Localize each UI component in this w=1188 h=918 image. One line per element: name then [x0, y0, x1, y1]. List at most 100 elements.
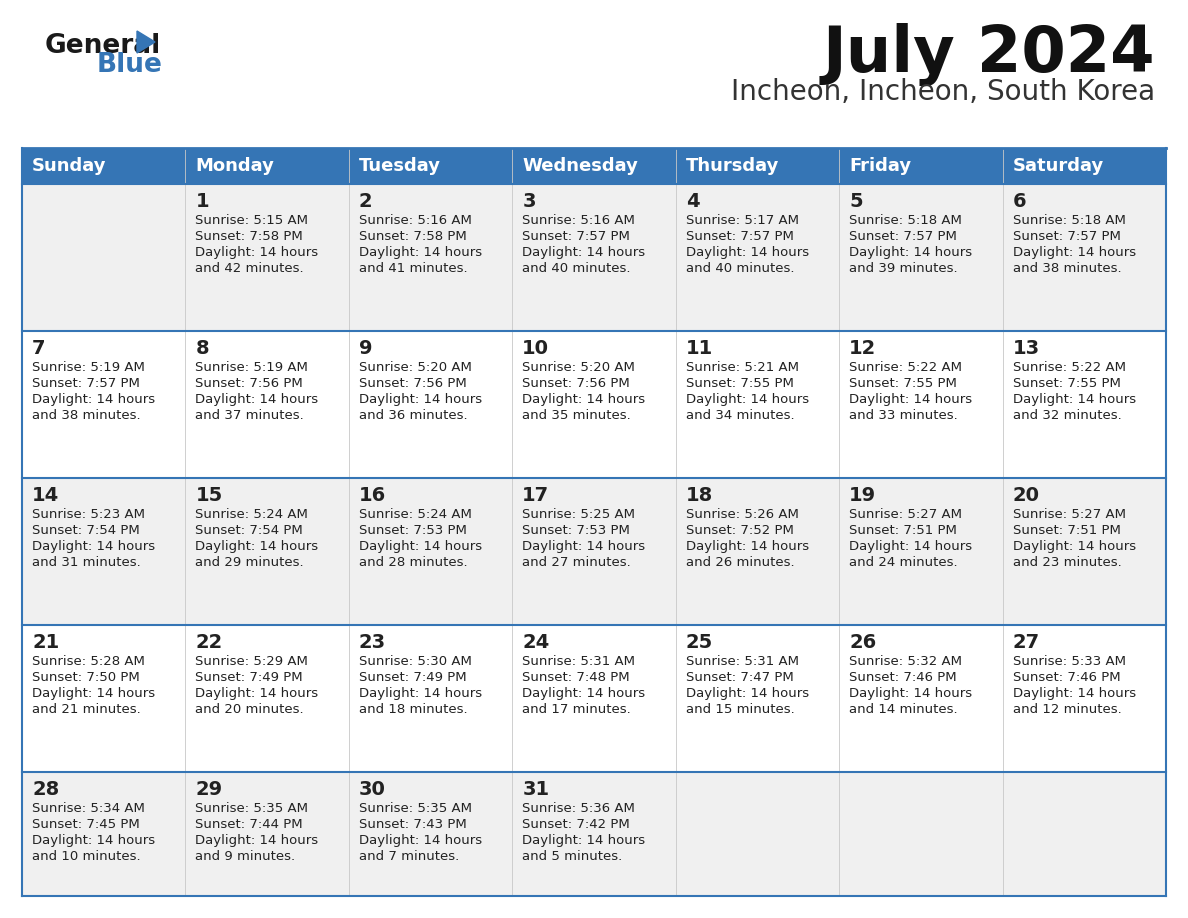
Text: Daylight: 14 hours: Daylight: 14 hours — [359, 246, 482, 259]
Text: and 35 minutes.: and 35 minutes. — [523, 409, 631, 422]
Text: Sunset: 7:52 PM: Sunset: 7:52 PM — [685, 524, 794, 537]
Text: Sunset: 7:47 PM: Sunset: 7:47 PM — [685, 671, 794, 684]
Text: 16: 16 — [359, 486, 386, 505]
Text: Sunset: 7:56 PM: Sunset: 7:56 PM — [196, 377, 303, 390]
Text: Sunrise: 5:32 AM: Sunrise: 5:32 AM — [849, 655, 962, 668]
Text: 6: 6 — [1012, 192, 1026, 211]
Text: Sunset: 7:54 PM: Sunset: 7:54 PM — [196, 524, 303, 537]
Text: Sunset: 7:46 PM: Sunset: 7:46 PM — [1012, 671, 1120, 684]
Text: Sunrise: 5:30 AM: Sunrise: 5:30 AM — [359, 655, 472, 668]
Text: General: General — [45, 33, 162, 59]
Bar — [23, 478, 1165, 625]
Text: Sunrise: 5:18 AM: Sunrise: 5:18 AM — [1012, 214, 1125, 227]
Polygon shape — [137, 31, 154, 53]
Text: and 29 minutes.: and 29 minutes. — [196, 556, 304, 569]
Text: Sunrise: 5:34 AM: Sunrise: 5:34 AM — [32, 802, 145, 815]
Text: Blue: Blue — [97, 52, 163, 78]
Text: Daylight: 14 hours: Daylight: 14 hours — [685, 540, 809, 553]
Text: Daylight: 14 hours: Daylight: 14 hours — [359, 834, 482, 847]
Text: Sunrise: 5:28 AM: Sunrise: 5:28 AM — [32, 655, 145, 668]
Text: Daylight: 14 hours: Daylight: 14 hours — [32, 540, 156, 553]
Text: Sunset: 7:48 PM: Sunset: 7:48 PM — [523, 671, 630, 684]
Text: and 31 minutes.: and 31 minutes. — [32, 556, 140, 569]
Text: Friday: Friday — [849, 157, 911, 175]
Text: 9: 9 — [359, 339, 372, 358]
Text: 13: 13 — [1012, 339, 1040, 358]
Text: Saturday: Saturday — [1012, 157, 1104, 175]
Text: Sunset: 7:50 PM: Sunset: 7:50 PM — [32, 671, 140, 684]
Text: 8: 8 — [196, 339, 209, 358]
Text: Daylight: 14 hours: Daylight: 14 hours — [685, 393, 809, 406]
Text: Daylight: 14 hours: Daylight: 14 hours — [196, 246, 318, 259]
Text: and 15 minutes.: and 15 minutes. — [685, 703, 795, 716]
Text: 2: 2 — [359, 192, 373, 211]
Text: 24: 24 — [523, 633, 550, 652]
Text: Sunrise: 5:18 AM: Sunrise: 5:18 AM — [849, 214, 962, 227]
Text: Sunrise: 5:19 AM: Sunrise: 5:19 AM — [32, 361, 145, 374]
Text: Sunset: 7:55 PM: Sunset: 7:55 PM — [849, 377, 958, 390]
Text: Daylight: 14 hours: Daylight: 14 hours — [523, 540, 645, 553]
Text: July 2024: July 2024 — [822, 23, 1155, 86]
Text: Daylight: 14 hours: Daylight: 14 hours — [685, 246, 809, 259]
Text: Daylight: 14 hours: Daylight: 14 hours — [1012, 246, 1136, 259]
Text: and 17 minutes.: and 17 minutes. — [523, 703, 631, 716]
Text: Sunrise: 5:31 AM: Sunrise: 5:31 AM — [523, 655, 636, 668]
Text: Sunset: 7:55 PM: Sunset: 7:55 PM — [1012, 377, 1120, 390]
Text: 21: 21 — [32, 633, 59, 652]
Text: Daylight: 14 hours: Daylight: 14 hours — [849, 246, 972, 259]
Text: Sunset: 7:53 PM: Sunset: 7:53 PM — [523, 524, 630, 537]
Text: 15: 15 — [196, 486, 222, 505]
Text: Sunset: 7:57 PM: Sunset: 7:57 PM — [32, 377, 140, 390]
Text: Thursday: Thursday — [685, 157, 779, 175]
Text: and 38 minutes.: and 38 minutes. — [32, 409, 140, 422]
Text: Sunrise: 5:15 AM: Sunrise: 5:15 AM — [196, 214, 309, 227]
Text: Sunset: 7:58 PM: Sunset: 7:58 PM — [196, 230, 303, 243]
Text: and 18 minutes.: and 18 minutes. — [359, 703, 468, 716]
Text: and 20 minutes.: and 20 minutes. — [196, 703, 304, 716]
Text: 10: 10 — [523, 339, 549, 358]
Text: Sunset: 7:51 PM: Sunset: 7:51 PM — [849, 524, 958, 537]
Text: Daylight: 14 hours: Daylight: 14 hours — [1012, 540, 1136, 553]
Text: 17: 17 — [523, 486, 549, 505]
Text: 18: 18 — [685, 486, 713, 505]
Text: and 33 minutes.: and 33 minutes. — [849, 409, 958, 422]
Text: 5: 5 — [849, 192, 862, 211]
Text: 28: 28 — [32, 780, 59, 799]
Text: and 28 minutes.: and 28 minutes. — [359, 556, 468, 569]
Text: Sunrise: 5:36 AM: Sunrise: 5:36 AM — [523, 802, 636, 815]
Text: Sunset: 7:46 PM: Sunset: 7:46 PM — [849, 671, 956, 684]
Text: Sunset: 7:45 PM: Sunset: 7:45 PM — [32, 818, 140, 831]
Text: 14: 14 — [32, 486, 59, 505]
Text: Sunrise: 5:23 AM: Sunrise: 5:23 AM — [32, 508, 145, 521]
Text: Sunset: 7:56 PM: Sunset: 7:56 PM — [523, 377, 630, 390]
Text: Daylight: 14 hours: Daylight: 14 hours — [523, 834, 645, 847]
Text: Sunset: 7:54 PM: Sunset: 7:54 PM — [32, 524, 140, 537]
Bar — [23, 184, 1165, 331]
Text: and 39 minutes.: and 39 minutes. — [849, 262, 958, 275]
Text: Daylight: 14 hours: Daylight: 14 hours — [523, 393, 645, 406]
Text: Daylight: 14 hours: Daylight: 14 hours — [32, 393, 156, 406]
Text: and 14 minutes.: and 14 minutes. — [849, 703, 958, 716]
Text: Sunrise: 5:35 AM: Sunrise: 5:35 AM — [359, 802, 472, 815]
Text: Sunset: 7:44 PM: Sunset: 7:44 PM — [196, 818, 303, 831]
Text: and 24 minutes.: and 24 minutes. — [849, 556, 958, 569]
Text: Daylight: 14 hours: Daylight: 14 hours — [32, 687, 156, 700]
Text: and 42 minutes.: and 42 minutes. — [196, 262, 304, 275]
Text: and 40 minutes.: and 40 minutes. — [685, 262, 795, 275]
Text: and 27 minutes.: and 27 minutes. — [523, 556, 631, 569]
Text: Sunset: 7:51 PM: Sunset: 7:51 PM — [1012, 524, 1120, 537]
Text: 12: 12 — [849, 339, 877, 358]
Text: Sunset: 7:56 PM: Sunset: 7:56 PM — [359, 377, 467, 390]
Text: 3: 3 — [523, 192, 536, 211]
Text: Monday: Monday — [196, 157, 274, 175]
Text: 1: 1 — [196, 192, 209, 211]
Text: and 7 minutes.: and 7 minutes. — [359, 850, 459, 863]
Text: 27: 27 — [1012, 633, 1040, 652]
Text: Sunset: 7:58 PM: Sunset: 7:58 PM — [359, 230, 467, 243]
Text: and 12 minutes.: and 12 minutes. — [1012, 703, 1121, 716]
Text: Daylight: 14 hours: Daylight: 14 hours — [849, 687, 972, 700]
Text: Wednesday: Wednesday — [523, 157, 638, 175]
Text: Daylight: 14 hours: Daylight: 14 hours — [1012, 687, 1136, 700]
Text: Daylight: 14 hours: Daylight: 14 hours — [523, 687, 645, 700]
Bar — [23, 331, 1165, 478]
